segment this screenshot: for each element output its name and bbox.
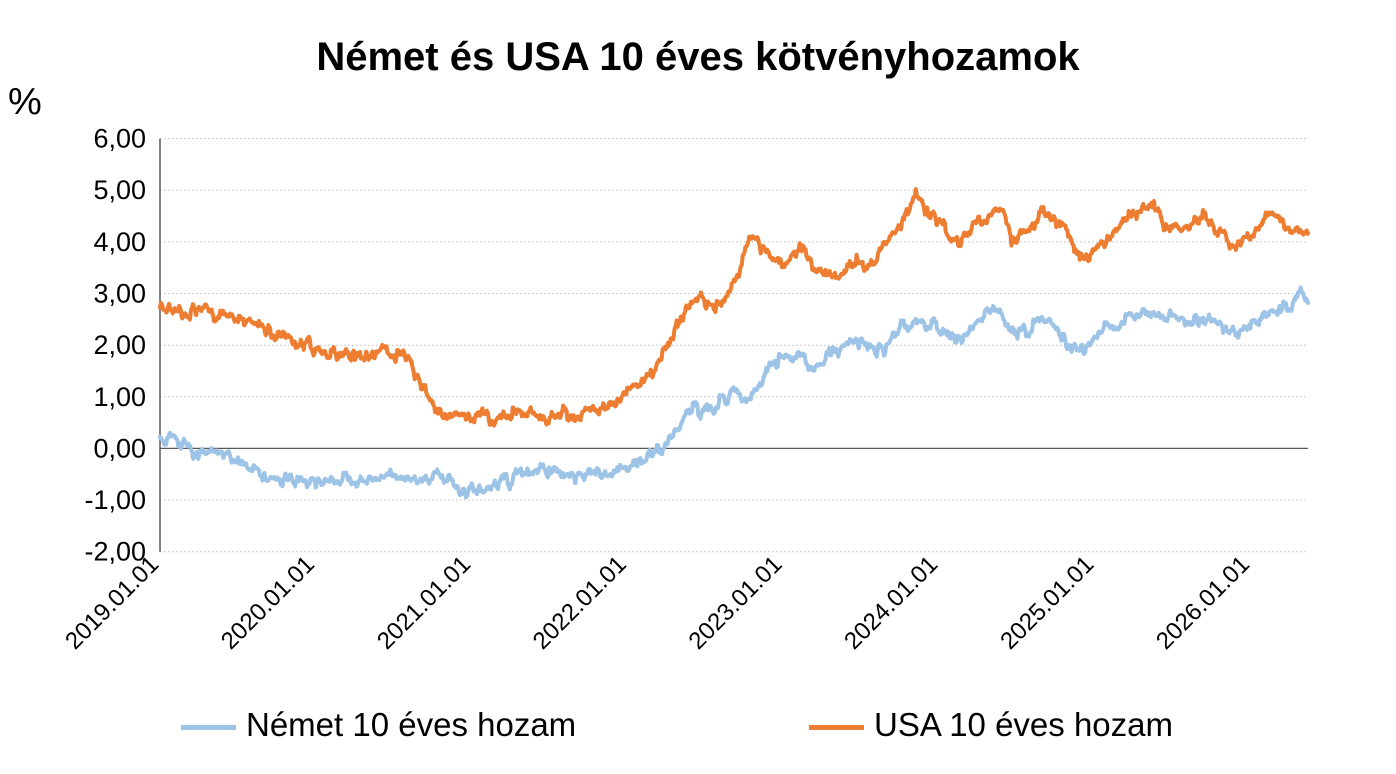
svg-text:3,00: 3,00 bbox=[93, 279, 146, 309]
svg-text:0,00: 0,00 bbox=[93, 433, 146, 463]
svg-text:-1,00: -1,00 bbox=[84, 485, 146, 515]
svg-text:4,00: 4,00 bbox=[93, 227, 146, 257]
svg-text:2022.01.01: 2022.01.01 bbox=[528, 551, 632, 655]
svg-text:1,00: 1,00 bbox=[93, 382, 146, 412]
svg-text:2,00: 2,00 bbox=[93, 330, 146, 360]
svg-text:2023.01.01: 2023.01.01 bbox=[684, 551, 788, 655]
svg-text:6,00: 6,00 bbox=[93, 124, 146, 154]
svg-text:2021.01.01: 2021.01.01 bbox=[372, 551, 476, 655]
svg-text:5,00: 5,00 bbox=[93, 175, 146, 205]
svg-text:2024.01.01: 2024.01.01 bbox=[839, 551, 943, 655]
svg-text:2025.01.01: 2025.01.01 bbox=[995, 551, 1099, 655]
svg-text:2026.01.01: 2026.01.01 bbox=[1151, 551, 1255, 655]
svg-text:2020.01.01: 2020.01.01 bbox=[216, 551, 320, 655]
